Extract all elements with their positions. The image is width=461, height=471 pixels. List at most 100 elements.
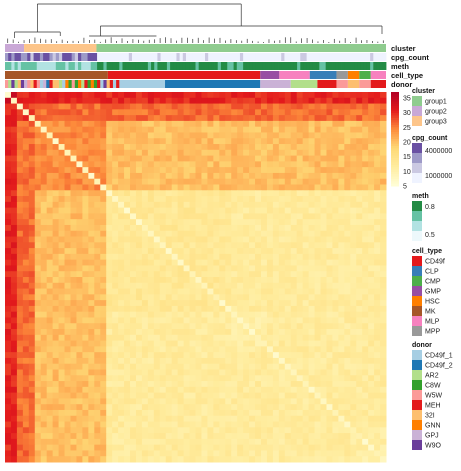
heatmap-cell (362, 167, 369, 174)
heatmap-cell (189, 433, 196, 440)
heatmap-cell (201, 271, 208, 278)
heatmap-cell (326, 323, 333, 330)
heatmap-cell (290, 271, 298, 278)
heatmap-cell (272, 92, 280, 99)
heatmap-cell (231, 155, 238, 162)
heatmap-cell (290, 288, 298, 295)
heatmap-cell (207, 456, 214, 463)
heatmap-cell (284, 346, 292, 353)
heatmap-cell (141, 184, 149, 191)
heatmap-cell (5, 224, 12, 232)
heatmap-cell (183, 109, 191, 116)
heatmap-cell (94, 120, 101, 128)
heatmap-cell (5, 421, 12, 428)
heatmap-cell (22, 149, 30, 157)
heatmap-cell (338, 201, 345, 209)
heatmap-cell (118, 427, 125, 434)
heatmap-cell (302, 265, 310, 272)
heatmap-cell (368, 103, 375, 110)
heatmap-cell (153, 381, 161, 388)
heatmap-cell (64, 259, 71, 266)
colorbar-step (391, 139, 399, 142)
heatmap-cell (76, 196, 83, 203)
meth-cell (239, 62, 244, 70)
heatmap-cell (260, 213, 268, 220)
heatmap-cell (320, 323, 327, 330)
heatmap-cell (260, 363, 268, 370)
heatmap-cell (314, 155, 322, 162)
heatmap-cell (100, 346, 107, 353)
heatmap-cell (368, 144, 375, 151)
heatmap-cell (177, 253, 185, 261)
heatmap-cell (94, 381, 101, 388)
heatmap-cell (207, 444, 214, 451)
heatmap-cell (296, 450, 304, 457)
heatmap-cell (52, 219, 60, 226)
heatmap-cell (350, 340, 357, 347)
heatmap-cell (28, 97, 36, 105)
heatmap-cell (76, 398, 83, 405)
heatmap-cell (278, 259, 286, 266)
heatmap-cell (332, 305, 339, 313)
heatmap-cell (106, 224, 113, 232)
heatmap-cell (82, 392, 89, 399)
heatmap-cell (320, 271, 327, 278)
heatmap-cell (135, 155, 143, 162)
heatmap-cell (112, 381, 119, 388)
heatmap-cell (183, 334, 191, 342)
heatmap-cell (237, 375, 244, 382)
heatmap-cell (16, 97, 24, 105)
heatmap-cell (58, 409, 66, 417)
heatmap-cell (260, 450, 268, 457)
legend-cell-type-CLP-label: CLP (425, 269, 439, 276)
heatmap-cell (171, 196, 179, 203)
heatmap-cell (374, 346, 381, 353)
heatmap-cell (22, 340, 30, 347)
heatmap-cell (94, 115, 101, 122)
heatmap-cell (195, 288, 202, 295)
heatmap-cell (237, 427, 244, 434)
meth-cell (322, 62, 327, 70)
heatmap-cell (362, 357, 369, 365)
heatmap-cell (219, 346, 226, 353)
heatmap-cell (100, 369, 107, 376)
heatmap-cell (58, 357, 66, 365)
heatmap-cell (189, 392, 196, 399)
heatmap-cell (135, 357, 143, 365)
heatmap-cell (290, 126, 298, 133)
heatmap-cell (16, 288, 24, 295)
heatmap-cell (344, 386, 351, 394)
heatmap-cell (255, 305, 262, 313)
heatmap-cell (100, 409, 107, 417)
heatmap-cell (225, 409, 232, 417)
heatmap-cell (219, 329, 226, 336)
heatmap-cell (58, 230, 66, 238)
annotation-label-cell-type: cell_type (391, 71, 423, 80)
heatmap-cell (112, 369, 119, 376)
heatmap-cell (219, 138, 226, 145)
heatmap-cell (177, 427, 185, 434)
heatmap-cell (332, 265, 339, 272)
heatmap-cell (225, 329, 232, 336)
heatmap-cell (326, 288, 333, 295)
heatmap-cell (124, 271, 131, 278)
heatmap-cell (362, 196, 369, 203)
heatmap-cell (207, 144, 214, 151)
heatmap-cell (70, 219, 77, 226)
heatmap-cell (213, 433, 220, 440)
heatmap-cell (374, 398, 381, 405)
meth-cell (255, 62, 260, 70)
heatmap-cell (302, 236, 310, 243)
heatmap-cell (94, 167, 101, 174)
heatmap-cell (249, 346, 256, 353)
heatmap-cell (344, 97, 351, 105)
heatmap-cell (314, 363, 322, 370)
heatmap-cell (22, 311, 30, 318)
heatmap-cell (130, 438, 137, 446)
heatmap-cell (70, 236, 77, 243)
heatmap-cell (326, 386, 333, 394)
heatmap-cell (284, 392, 292, 399)
heatmap-cell (106, 126, 113, 133)
heatmap-cell (243, 259, 250, 266)
heatmap-cell (249, 271, 256, 278)
